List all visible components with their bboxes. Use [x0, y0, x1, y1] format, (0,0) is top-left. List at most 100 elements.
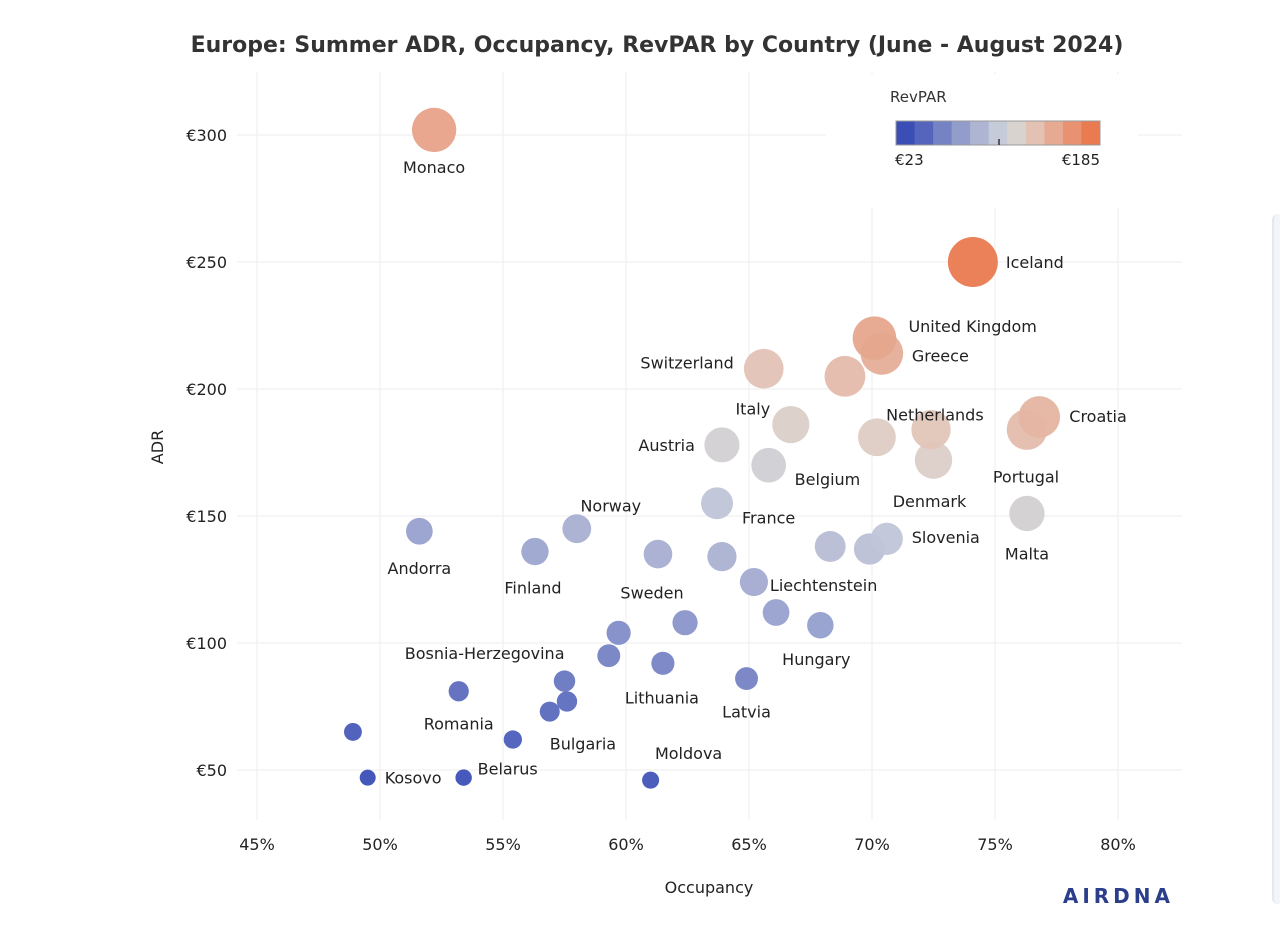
point-label-finland: Finland: [504, 579, 561, 598]
point-label-andorra: Andorra: [388, 559, 452, 578]
legend-color-bar: [895, 120, 1101, 146]
legend-swatch: [1062, 121, 1082, 145]
data-point-italy: [772, 405, 810, 444]
x-tick-label: 55%: [485, 835, 521, 854]
point-label-austria: Austria: [638, 436, 695, 455]
data-point-croatia: [1018, 396, 1061, 438]
point-label-bulgaria: Bulgaria: [550, 735, 616, 754]
data-point-sweden: [672, 610, 698, 636]
point-label-sweden: Sweden: [620, 584, 683, 603]
data-point-united-kingdom: [852, 316, 897, 361]
data-point: [707, 542, 737, 572]
point-label-netherlands: Netherlands: [886, 405, 984, 424]
legend-swatch: [970, 121, 990, 145]
point-label-portugal: Portugal: [993, 468, 1059, 487]
x-tick-label: 50%: [362, 835, 398, 854]
point-label-belgium: Belgium: [795, 470, 861, 489]
data-point-finland: [521, 537, 549, 566]
legend-swatch: [1081, 121, 1101, 145]
y-tick-label: €50: [196, 761, 227, 780]
x-tick-label: 65%: [731, 835, 767, 854]
legend-swatch: [1044, 121, 1064, 145]
data-point: [343, 722, 362, 741]
legend-swatch: [951, 121, 971, 145]
x-axis-label: Occupancy: [665, 878, 754, 897]
point-label-monaco: Monaco: [403, 158, 465, 177]
data-point-netherlands: [858, 418, 896, 457]
legend-swatch: [988, 121, 1008, 145]
data-point: [556, 691, 578, 712]
y-tick-label: €300: [186, 126, 227, 145]
x-tick-label: 60%: [608, 835, 644, 854]
x-tick-label: 75%: [977, 835, 1013, 854]
data-point-iceland: [947, 237, 998, 287]
y-tick-label: €150: [186, 507, 227, 526]
data-point-hungary: [807, 611, 834, 639]
point-label-romania: Romania: [424, 714, 494, 733]
point-label-lithuania: Lithuania: [625, 688, 699, 707]
data-point-denmark: [914, 441, 953, 479]
x-tick-label: 70%: [854, 835, 890, 854]
legend-swatch: [896, 121, 916, 145]
point-label-denmark: Denmark: [893, 492, 967, 511]
data-point-latvia: [735, 667, 759, 691]
data-point-france: [701, 487, 733, 520]
point-label-united-kingdom: United Kingdom: [908, 317, 1036, 336]
legend-swatch: [933, 121, 953, 145]
data-point: [911, 409, 951, 450]
x-tick-label: 80%: [1100, 835, 1136, 854]
data-point-lithuania: [651, 651, 675, 675]
side-panel-edge: [1272, 214, 1280, 904]
point-label-liechtenstein: Liechtenstein: [770, 576, 877, 595]
data-point: [597, 644, 621, 668]
point-label-italy: Italy: [735, 400, 770, 419]
point-label-switzerland: Switzerland: [640, 354, 733, 373]
data-point-monaco: [411, 107, 457, 153]
data-point-belgium: [751, 447, 787, 483]
data-point-norway: [562, 514, 592, 544]
data-point-austria: [704, 427, 740, 463]
data-point-slovenia: [870, 522, 903, 555]
data-point-bosnia-herzegovina: [553, 670, 576, 692]
data-point-bulgaria: [539, 701, 560, 722]
data-point-switzerland: [743, 348, 784, 389]
data-point-belarus: [455, 769, 472, 786]
data-point-moldova: [642, 771, 660, 789]
data-point: [606, 620, 631, 645]
point-label-greece: Greece: [912, 346, 969, 365]
point-label-croatia: Croatia: [1069, 407, 1127, 426]
data-point-andorra: [406, 517, 433, 545]
y-axis-ticks: €50 €100 €150 €200 €250 €300: [186, 126, 227, 780]
point-label-moldova: Moldova: [655, 744, 722, 763]
data-point-romania: [448, 681, 469, 702]
data-point: [762, 599, 790, 626]
point-label-france: France: [742, 508, 795, 527]
y-tick-label: €250: [186, 253, 227, 272]
data-point-liechtenstein: [739, 567, 769, 597]
point-label-norway: Norway: [580, 497, 641, 516]
point-label-hungary: Hungary: [782, 650, 850, 669]
data-point: [503, 730, 522, 749]
data-point: [643, 539, 673, 569]
point-label-slovenia: Slovenia: [912, 528, 980, 547]
point-label-kosovo: Kosovo: [385, 769, 442, 788]
point-label-iceland: Iceland: [1006, 253, 1064, 272]
point-label-bosnia-herzegovina: Bosnia-Herzegovina: [405, 644, 565, 663]
point-label-latvia: Latvia: [722, 703, 771, 722]
legend-swatch: [914, 121, 934, 145]
legend-max-label: €185: [1062, 151, 1100, 169]
legend-swatch: [1025, 121, 1045, 145]
point-label-malta: Malta: [1005, 544, 1049, 563]
legend-swatch: [1007, 121, 1027, 145]
point-labels: Monaco Iceland United Kingdom Greece Switzer…: [385, 158, 1127, 788]
legend-min-label: €23: [895, 151, 924, 169]
chart-title: Europe: Summer ADR, Occupancy, RevPAR by…: [191, 33, 1124, 58]
point-label-belarus: Belarus: [478, 760, 538, 779]
data-point-kosovo: [359, 769, 376, 786]
revpar-legend: RevPAR €23 €185: [826, 74, 1138, 208]
data-points: [343, 107, 1061, 789]
x-tick-label: 45%: [239, 835, 275, 854]
data-point: [814, 531, 846, 562]
legend-title: RevPAR: [890, 88, 947, 106]
data-point-malta: [1009, 495, 1045, 532]
